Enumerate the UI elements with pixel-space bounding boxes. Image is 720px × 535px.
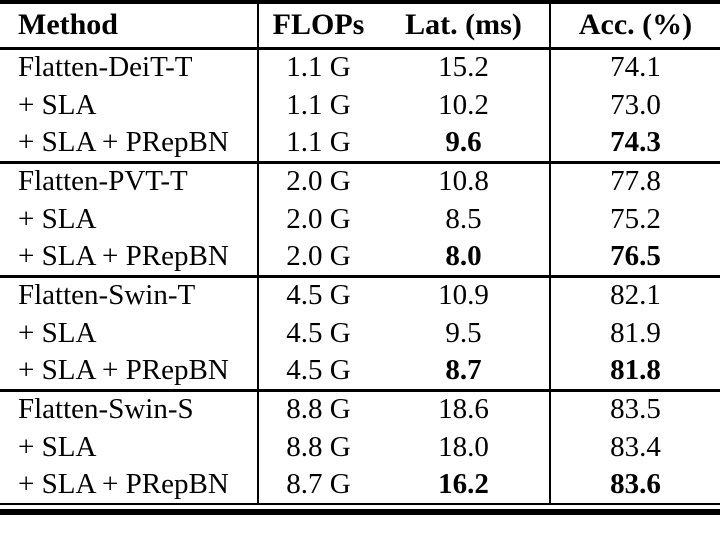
latency-cell: 16.2 [378,466,550,505]
latency-cell: 8.5 [445,202,482,235]
table-row: Flatten-PVT-T 2.0 G 10.8 77.8 [0,160,720,200]
accuracy-cell: 76.5 [549,238,720,276]
latency-cell: 10.9 [378,274,550,314]
method-cell: + SLA + PRepBN [18,125,229,158]
table-row: + SLA 2.0 G 8.5 75.2 [0,200,720,238]
table-row: + SLA 8.8 G 18.0 83.4 [0,428,720,466]
accuracy-cell: 73.0 [549,86,720,124]
accuracy-cell: 75.2 [549,200,720,238]
latency-cell: 18.0 [438,430,489,463]
flops-cell: 2.0 G [257,238,378,276]
flops-cell: 1.1 G [257,48,378,86]
flops-cell: 1.1 G [257,86,378,124]
method-cell: + SLA + PRepBN [18,239,229,272]
method-cell: Flatten-DeiT-T [18,51,193,84]
flops-cell: 8.8 G [257,388,378,428]
results-table: Method FLOPs Lat. (ms) Acc. (%) Flatten-… [0,0,720,505]
method-cell: Flatten-PVT-T [0,160,258,200]
flops-cell: 4.5 G [257,314,378,352]
accuracy-cell: 83.5 [549,388,720,428]
latency-cell: 9.6 [445,125,482,158]
method-cell: + SLA [18,316,97,349]
latency-cell: 10.8 [378,160,550,200]
table-row: + SLA + PRepBN 8.7 G 16.2 83.6 [0,466,720,505]
table-row: Flatten-DeiT-T 1.1 G 15.2 74.1 [0,48,720,86]
accuracy-cell: 83.6 [549,466,720,505]
header-method: Method [0,2,258,50]
latency-cell: 8.0 [445,239,482,272]
method-cell: + SLA + PRepBN [18,353,229,386]
flops-cell: 4.5 G [257,352,378,390]
accuracy-cell: 74.3 [549,124,720,162]
table-header: Method FLOPs Lat. (ms) Acc. (%) [0,2,720,50]
latency-cell: 18.6 [378,388,550,428]
latency-cell: 10.2 [438,88,489,121]
flops-cell: 8.8 G [257,428,378,466]
flops-cell: 2.0 G [257,160,378,200]
accuracy-cell: 82.1 [549,274,720,314]
table-row: Flatten-Swin-T 4.5 G 10.9 82.1 [0,274,720,314]
latency-cell: 15.2 [438,51,489,84]
latency-cell: 8.7 [445,353,482,386]
table-row: + SLA + PRepBN 2.0 G 8.0 76.5 [0,238,720,276]
latency-cell: 9.5 [445,316,482,349]
header-row: Method FLOPs Lat. (ms) Acc. (%) [0,2,720,50]
accuracy-cell: 81.8 [549,352,720,390]
table-row: + SLA 4.5 G 9.5 81.9 [0,314,720,352]
accuracy-cell: 83.4 [549,428,720,466]
method-cell: + SLA [18,88,97,121]
accuracy-cell: 77.8 [549,160,720,200]
flops-cell: 2.0 G [257,200,378,238]
table-row: + SLA + PRepBN 1.1 G 9.6 74.3 [0,124,720,162]
header-flops: FLOPs [257,2,378,50]
table-bottom-rule [0,509,720,515]
table-row: + SLA + PRepBN 4.5 G 8.7 81.8 [0,352,720,390]
table-row: + SLA 1.1 G 10.2 73.0 [0,86,720,124]
method-cell: Flatten-Swin-T [0,274,258,314]
method-cell: + SLA + PRepBN [0,466,258,505]
accuracy-cell: 74.1 [549,48,720,86]
accuracy-cell: 81.9 [549,314,720,352]
method-cell: + SLA [18,202,97,235]
method-cell: Flatten-Swin-S [0,388,258,428]
header-accuracy: Acc. (%) [549,2,720,50]
header-latency: Lat. (ms) [378,2,550,50]
table-body: Flatten-DeiT-T 1.1 G 15.2 74.1 + SLA 1.1… [0,48,720,505]
flops-cell: 8.7 G [257,466,378,505]
flops-cell: 4.5 G [257,274,378,314]
flops-cell: 1.1 G [257,124,378,162]
method-cell: + SLA [18,430,97,463]
table-row: Flatten-Swin-S 8.8 G 18.6 83.5 [0,388,720,428]
